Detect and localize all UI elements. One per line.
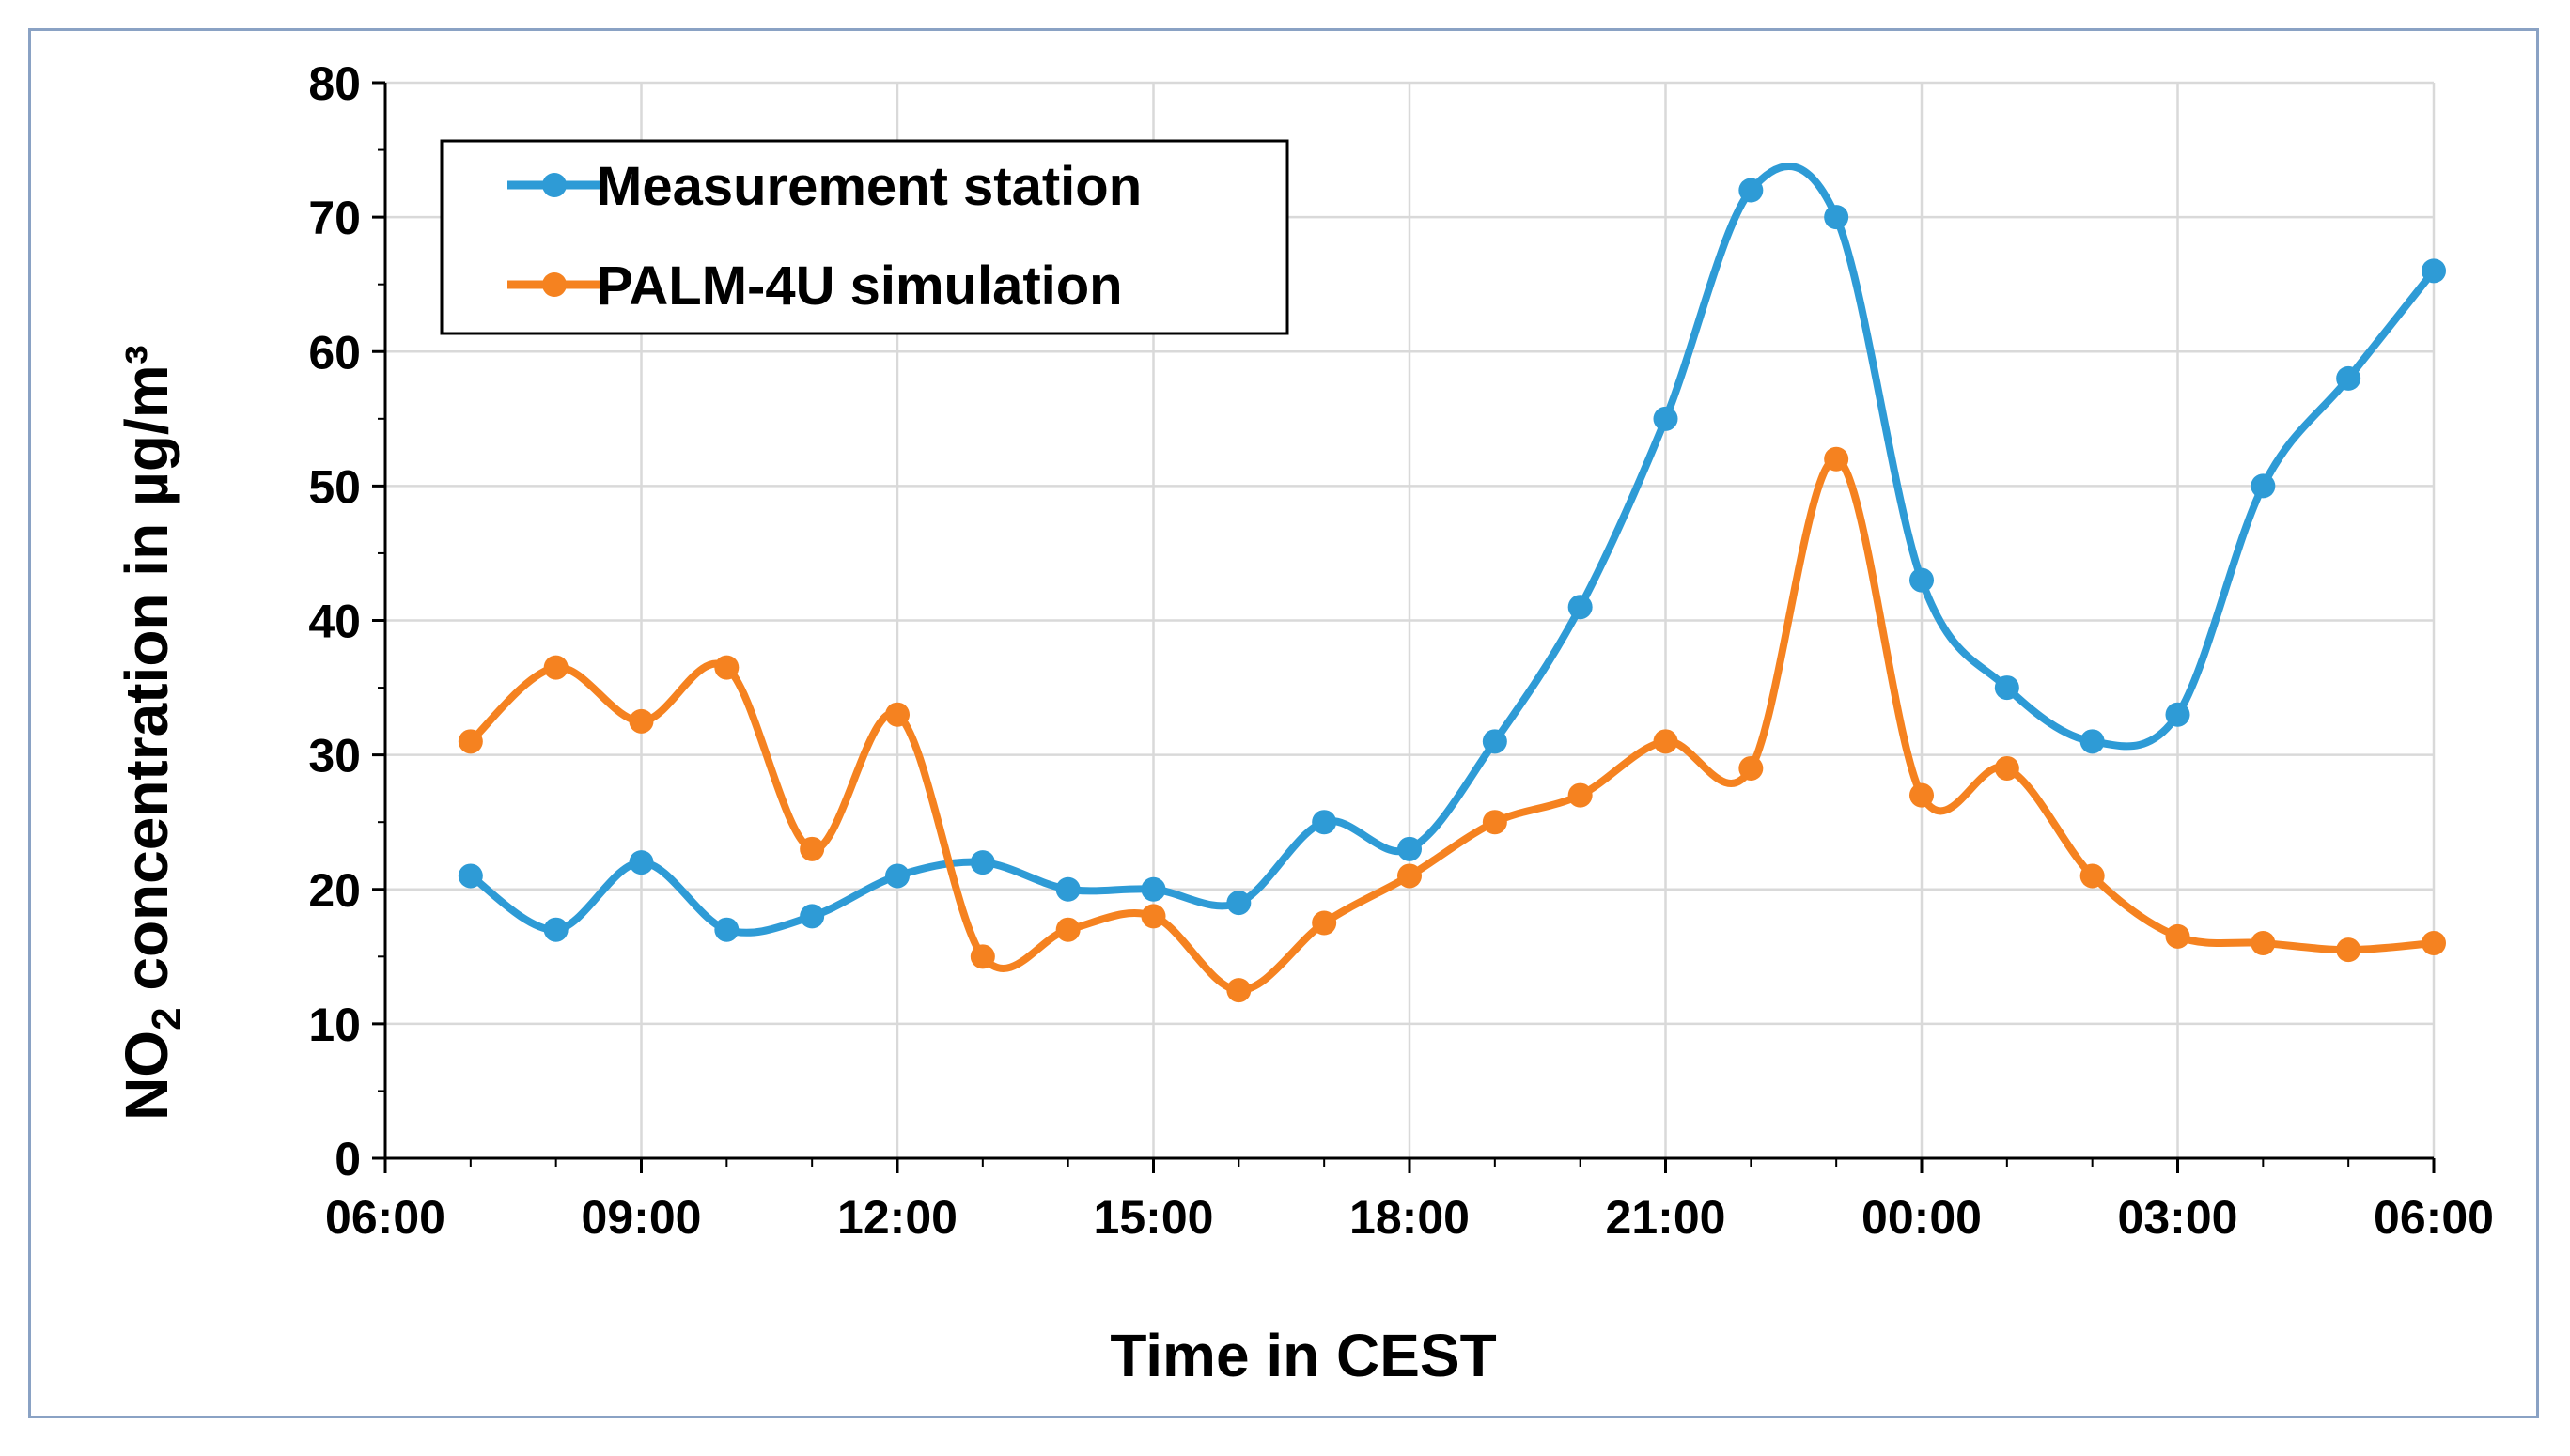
data-point <box>1226 978 1252 1003</box>
data-point <box>2251 931 2276 955</box>
data-point <box>1824 205 1849 230</box>
data-point <box>2336 937 2361 963</box>
x-tick-labels: 06:00 09:00 12:00 15:00 18:00 21:00 00:00 03:00… <box>325 1191 2494 1244</box>
x-tick-label: 00:00 <box>1861 1191 1982 1244</box>
y-tick-label: 20 <box>308 864 361 917</box>
data-point <box>458 863 483 889</box>
data-point <box>1482 810 1507 835</box>
x-tick-label: 06:00 <box>325 1191 445 1244</box>
data-point <box>1397 836 1422 861</box>
legend-marker-measurement <box>542 173 567 197</box>
data-point <box>1909 782 1934 808</box>
data-point <box>714 917 740 942</box>
series-measurement-station <box>458 163 2446 942</box>
legend-label-simulation: PALM-4U simulation <box>597 256 1123 317</box>
data-point <box>1312 910 1337 936</box>
y-tick-label: 80 <box>308 57 361 110</box>
data-point <box>629 708 654 734</box>
y-tick-label: 70 <box>308 192 361 244</box>
axes <box>372 81 2436 1173</box>
data-point <box>1226 891 1252 916</box>
data-point <box>1141 876 1166 902</box>
data-point <box>1653 406 1678 431</box>
data-point <box>1567 782 1593 808</box>
y-tick-label: 40 <box>308 596 361 648</box>
y-tick-label: 60 <box>308 326 361 379</box>
data-point <box>1055 876 1081 902</box>
y-axis-title-main: NO <box>113 1030 180 1121</box>
series-layer <box>458 163 2446 1003</box>
data-point <box>970 850 995 875</box>
x-tick-label: 03:00 <box>2118 1191 2238 1244</box>
y-axis-title-subscript: 2 <box>144 1007 190 1030</box>
data-point <box>1141 904 1166 929</box>
data-point <box>1482 729 1507 754</box>
legend-box <box>440 139 1289 335</box>
x-axis-title: Time in CEST <box>1110 1322 1496 1389</box>
series-palm-4u-simulation <box>458 446 2446 1003</box>
data-point <box>885 863 910 889</box>
data-point <box>2165 702 2190 727</box>
data-point <box>2079 729 2105 754</box>
data-point <box>2165 923 2190 949</box>
y-axis-title: NO2 concentration in µg/m³ <box>113 345 190 1121</box>
legend: Measurement station PALM-4U simulation <box>440 139 1289 335</box>
y-tick-label: 30 <box>308 730 361 782</box>
data-point <box>2422 258 2446 284</box>
data-point <box>1653 729 1678 754</box>
grid <box>385 81 2436 1158</box>
x-tick-label: 06:00 <box>2374 1191 2494 1244</box>
data-point <box>1824 446 1849 472</box>
data-point <box>629 850 654 875</box>
series-line <box>468 163 2438 937</box>
y-tick-label: 10 <box>308 999 361 1051</box>
legend-label-measurement: Measurement station <box>597 156 1142 217</box>
data-point <box>543 655 569 680</box>
data-point <box>543 917 569 942</box>
y-tick-label: 0 <box>335 1133 361 1185</box>
x-tick-label: 15:00 <box>1094 1191 1214 1244</box>
chart-frame <box>28 28 2539 1418</box>
data-point <box>2422 931 2446 955</box>
data-point <box>1738 178 1764 203</box>
legend-marker-simulation <box>542 272 567 297</box>
y-axis-title-rest: concentration in µg/m³ <box>113 345 180 1007</box>
data-point <box>458 729 483 754</box>
data-point <box>1055 917 1081 942</box>
data-point <box>1909 567 1934 593</box>
data-point <box>1994 675 2019 701</box>
data-point <box>2251 473 2276 499</box>
data-point <box>1994 755 2019 781</box>
data-point <box>1397 863 1422 889</box>
data-point <box>885 702 910 727</box>
data-point <box>1567 595 1593 620</box>
series-line <box>468 455 2435 995</box>
x-tick-label: 12:00 <box>837 1191 958 1244</box>
data-point <box>1738 755 1764 781</box>
data-point <box>714 655 740 680</box>
data-point <box>800 904 825 929</box>
data-point <box>2336 365 2361 391</box>
data-point <box>970 944 995 969</box>
x-tick-label: 18:00 <box>1349 1191 1470 1244</box>
y-tick-labels: 0 10 20 30 40 50 60 70 80 <box>308 57 361 1185</box>
x-tick-label: 21:00 <box>1606 1191 1726 1244</box>
data-point <box>1312 810 1337 835</box>
x-tick-label: 09:00 <box>582 1191 702 1244</box>
y-tick-label: 50 <box>308 460 361 513</box>
data-point <box>800 836 825 861</box>
data-point <box>2079 863 2105 889</box>
